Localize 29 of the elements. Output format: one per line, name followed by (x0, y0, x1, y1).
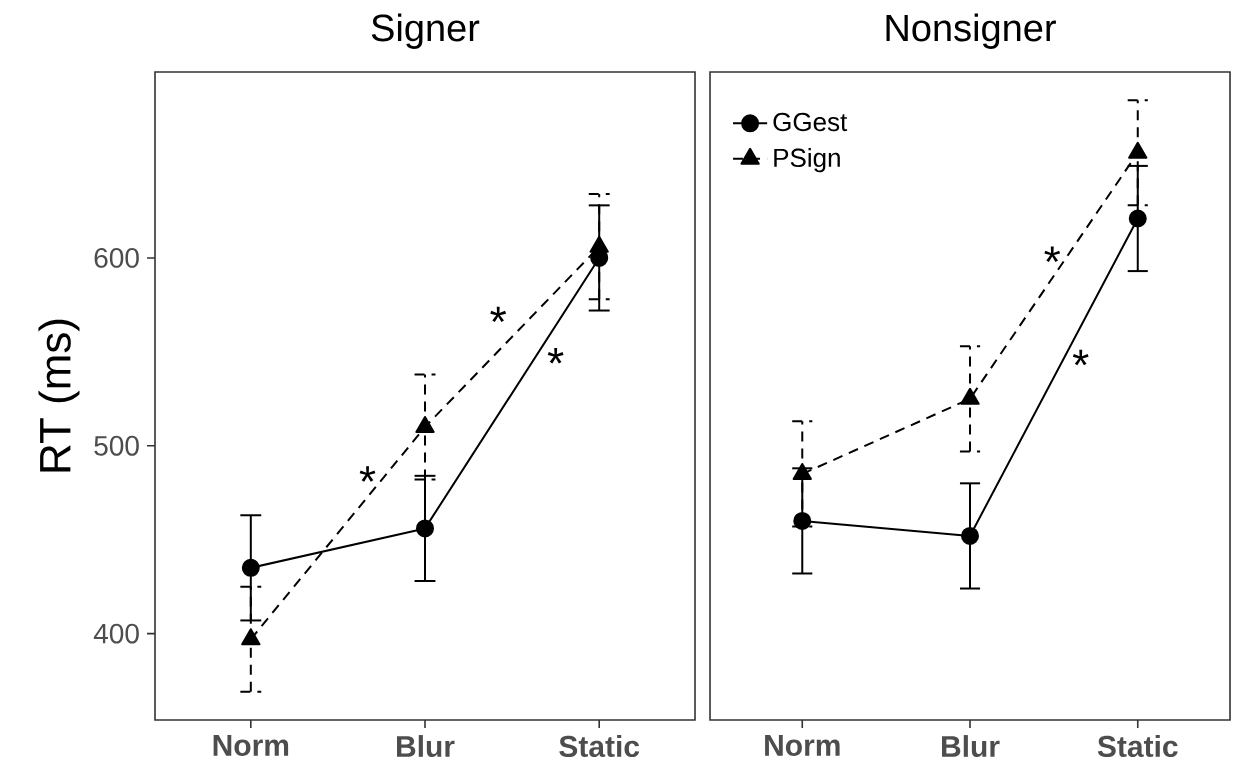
point (792, 462, 812, 480)
chart-title: Nonsigner (886, 13, 1056, 49)
point (415, 415, 435, 433)
annotation: * (1044, 246, 1061, 262)
point (960, 387, 980, 405)
chart-title: Signer (371, 13, 480, 49)
x-tick-label: Blur (942, 735, 1000, 758)
y-axis-title: RT (ms) (38, 319, 80, 472)
point (1128, 141, 1148, 159)
y-tick-label: 600 (94, 248, 139, 268)
x-tick-label: Norm (765, 735, 840, 756)
y-tick-label: 500 (94, 435, 139, 456)
annotation: * (547, 347, 564, 364)
x-tick-label: Static (559, 735, 640, 758)
annotation: * (490, 306, 507, 323)
point (416, 519, 434, 538)
legend-label: GGest (773, 112, 848, 132)
x-tick-label: Static (1097, 735, 1178, 758)
point (241, 628, 261, 646)
x-tick-label: Norm (213, 735, 289, 756)
annotation: * (1072, 349, 1089, 366)
point (241, 558, 260, 577)
point (793, 511, 812, 530)
y-tick-label: 400 (93, 623, 139, 644)
legend-label: PSign (774, 147, 840, 173)
point (961, 526, 980, 545)
annotation: * (359, 466, 376, 482)
point (589, 235, 609, 253)
x-tick-label: Blur (397, 735, 455, 758)
